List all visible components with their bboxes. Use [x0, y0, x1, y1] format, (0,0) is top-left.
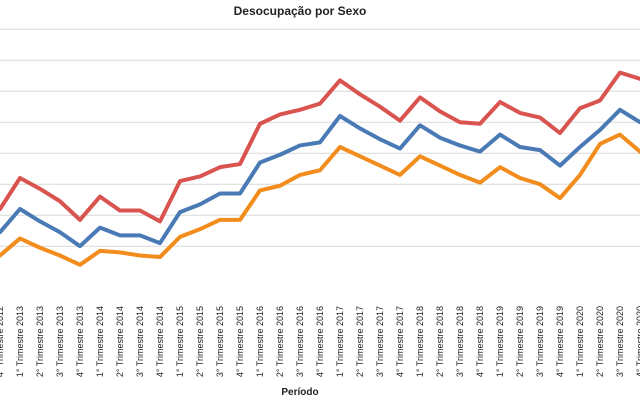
x-tick-label: 4° Trimestre 2013	[75, 306, 85, 377]
x-tick-label: 1° Trimestre 2013	[15, 306, 25, 377]
x-tick-label: 1° Trimestre 2017	[335, 306, 345, 377]
x-tick-label: 4° Trimestre 2016	[315, 306, 325, 377]
x-tick-label: 4° Trimestre 2020	[635, 306, 640, 377]
x-tick-label: 2° Trimestre 2013	[35, 306, 45, 377]
x-tick-label: 3° Trimestre 2017	[375, 306, 385, 377]
x-tick-label: 3° Trimestre 2015	[215, 306, 225, 377]
x-tick-label: 3° Trimestre 2013	[55, 306, 65, 377]
gridlines	[0, 28, 640, 247]
x-axis-label: Período	[281, 387, 318, 398]
x-axis-ticks: 4° Trimestre 2012 1° Trimestre 2013 2° Tri…	[0, 306, 640, 377]
x-tick-label: 3° Trimestre 2020	[615, 306, 625, 377]
x-tick-label: 4° Trimestre 2018	[475, 306, 485, 377]
x-tick-label: 4° Trimestre 2012	[0, 306, 5, 377]
x-tick-label: 2° Trimestre 2019	[515, 306, 525, 377]
x-tick-label: 3° Trimestre 2016	[295, 306, 305, 377]
x-tick-label: 2° Trimestre 2020	[595, 306, 605, 377]
x-tick-label: 2° Trimestre 2015	[195, 306, 205, 377]
x-tick-label: 1° Trimestre 2016	[255, 306, 265, 377]
x-tick-label: 2° Trimestre 2017	[355, 306, 365, 377]
x-tick-label: 3° Trimestre 2018	[455, 306, 465, 377]
x-tick-label: 1° Trimestre 2020	[575, 306, 585, 377]
x-tick-label: 3° Trimestre 2014	[135, 306, 145, 377]
x-tick-label: 4° Trimestre 2014	[155, 306, 165, 377]
x-tick-label: 3° Trimestre 2019	[535, 306, 545, 377]
series-line-2	[0, 132, 640, 267]
x-tick-label: 4° Trimestre 2015	[235, 306, 245, 377]
series-line-0	[0, 70, 640, 224]
x-tick-label: 1° Trimestre 2018	[415, 306, 425, 377]
series-lines	[0, 70, 640, 267]
x-tick-label: 4° Trimestre 2017	[395, 306, 405, 377]
x-tick-label: 2° Trimestre 2018	[435, 306, 445, 377]
series-line-1	[0, 107, 640, 249]
x-tick-label: 4° Trimestre 2019	[555, 306, 565, 377]
x-tick-label: 2° Trimestre 2016	[275, 306, 285, 377]
chart-title: Desocupação por Sexo	[234, 4, 367, 18]
x-tick-label: 1° Trimestre 2015	[175, 306, 185, 377]
x-tick-label: 1° Trimestre 2019	[495, 306, 505, 377]
x-tick-label: 1° Trimestre 2014	[95, 306, 105, 377]
x-tick-label: 2° Trimestre 2014	[115, 306, 125, 377]
